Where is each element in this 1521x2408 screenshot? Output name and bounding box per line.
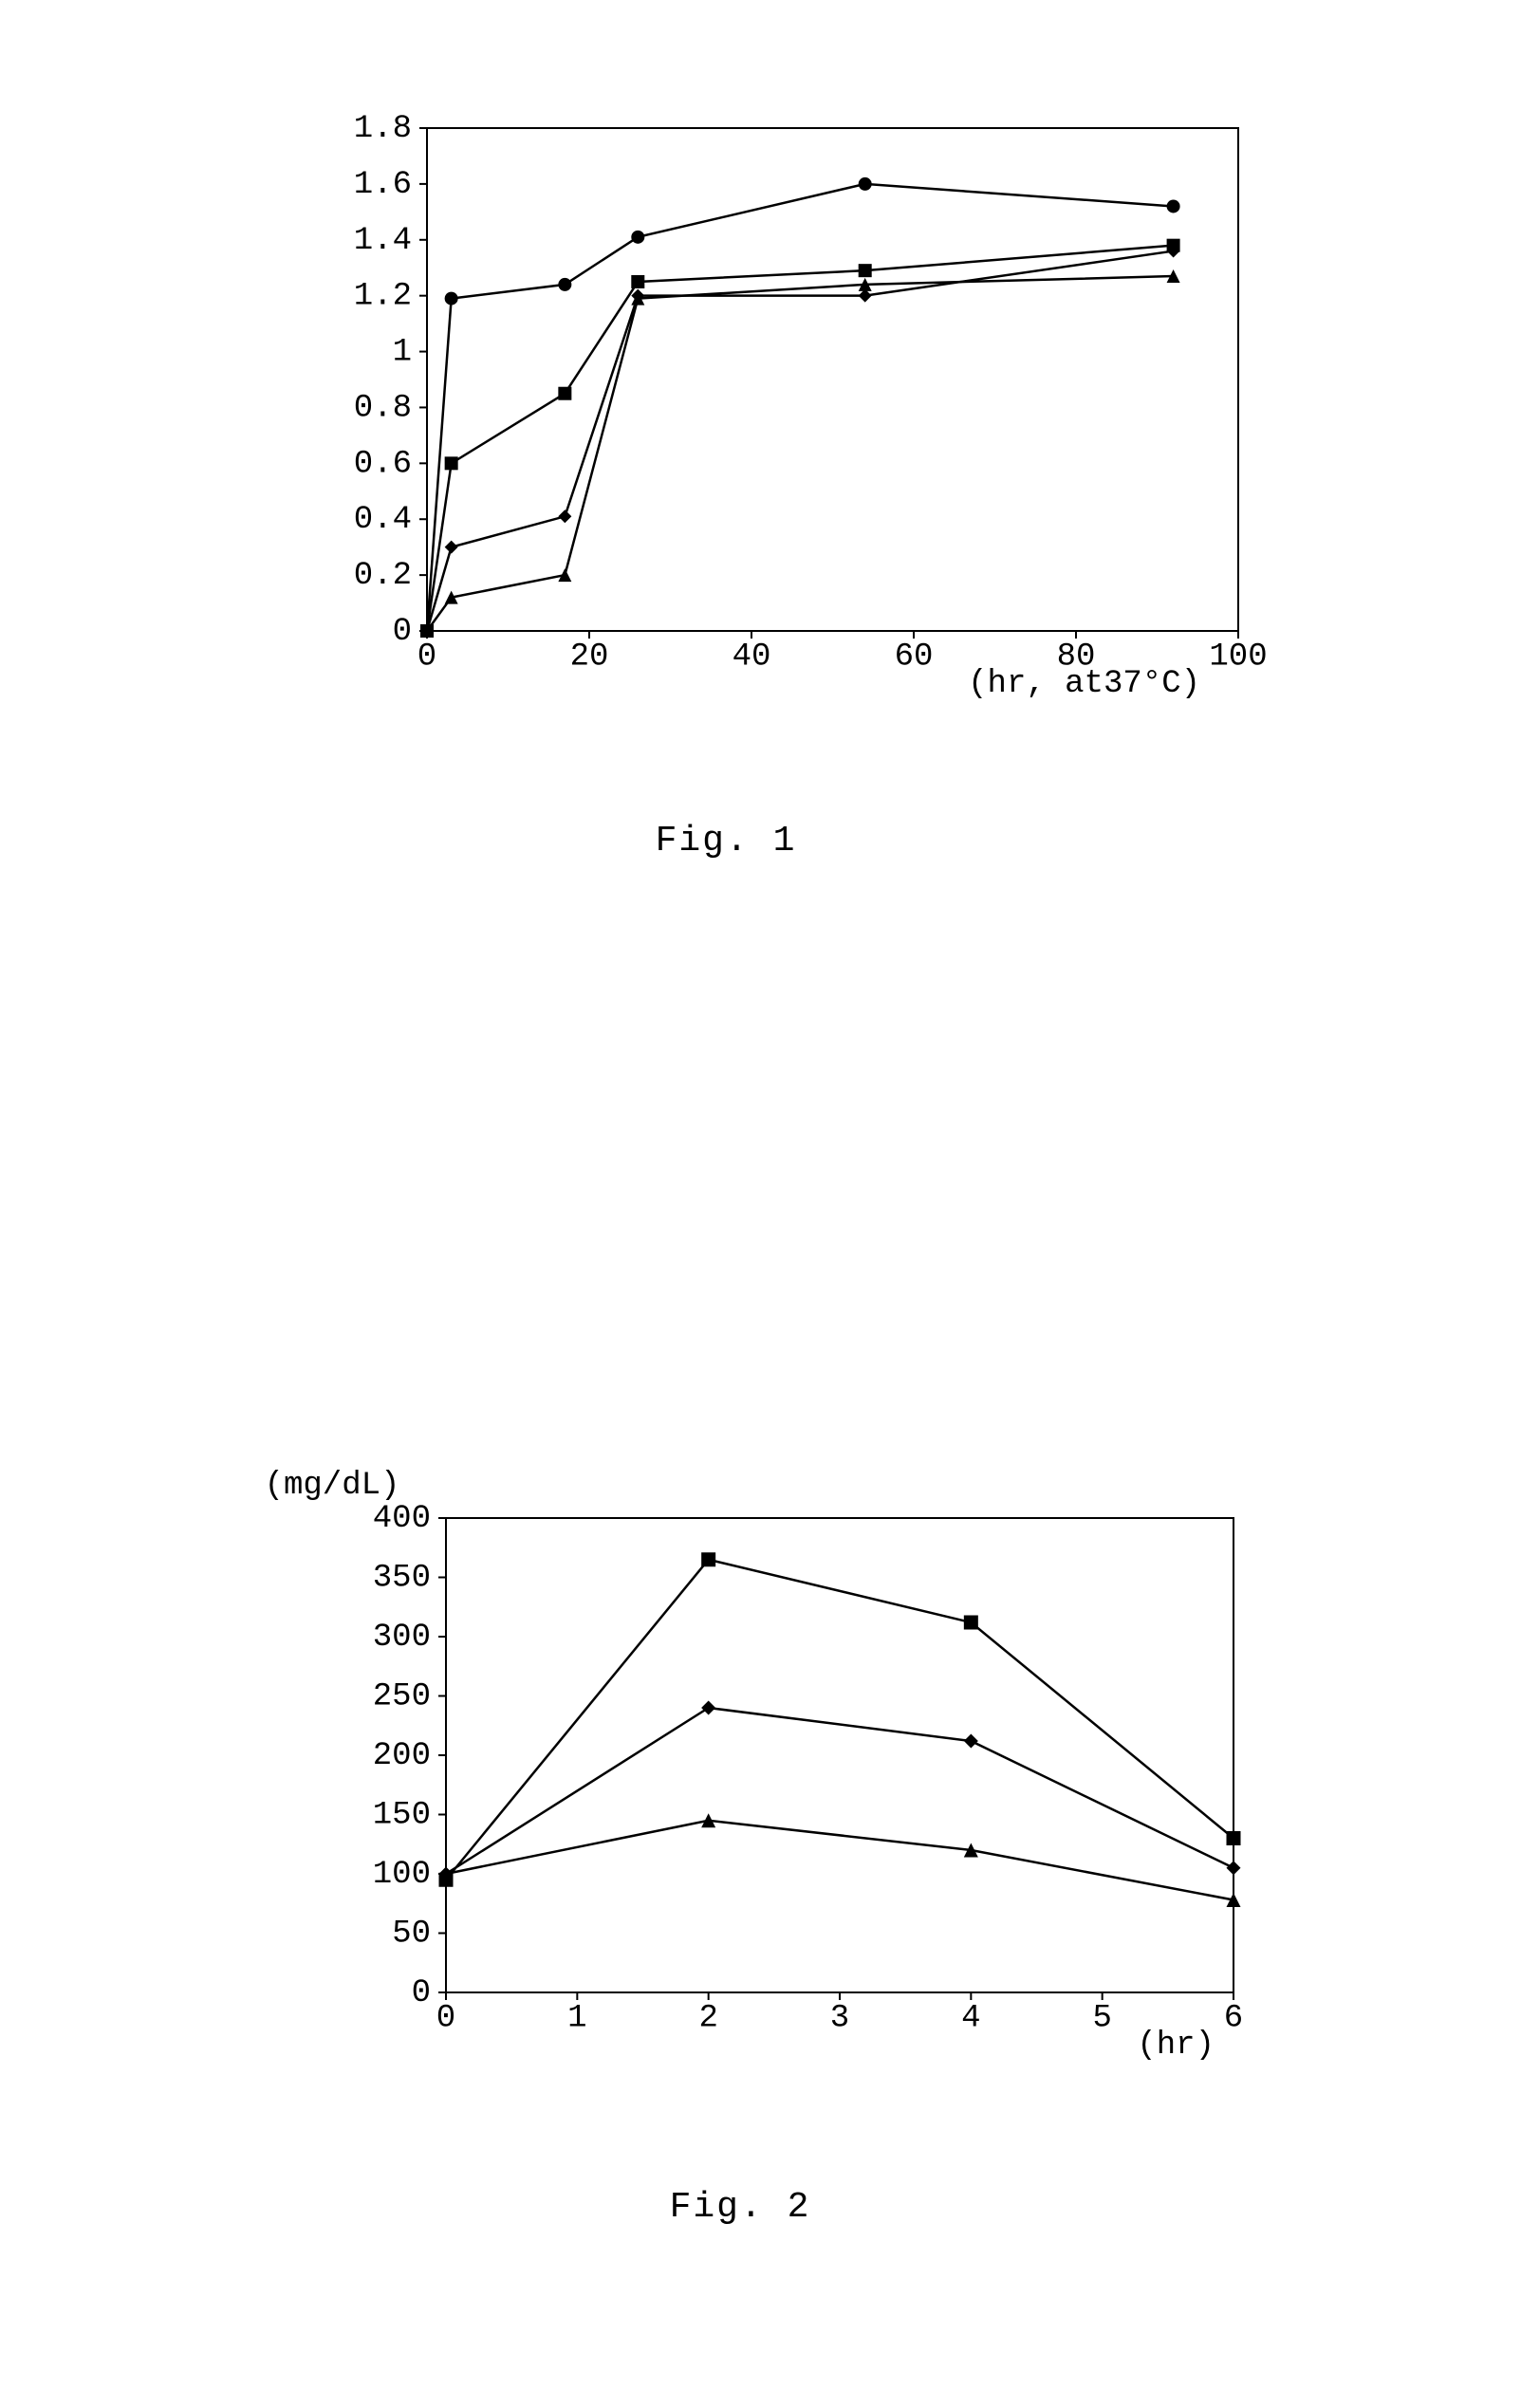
svg-text:350: 350	[373, 1560, 431, 1596]
svg-text:20: 20	[570, 639, 609, 676]
svg-text:0.2: 0.2	[354, 558, 412, 594]
svg-text:1.8: 1.8	[354, 111, 412, 147]
svg-text:0: 0	[412, 1975, 431, 2011]
svg-text:0.8: 0.8	[354, 390, 412, 426]
svg-text:40: 40	[733, 639, 771, 676]
svg-text:400: 400	[373, 1501, 431, 1537]
svg-text:6: 6	[1224, 2001, 1243, 2037]
figure-2-chart: 0 50 100 150 200 250 300 350 400 0 1 2 3 4 5 6(hr) (mg/d…	[133, 1433, 1347, 2154]
svg-text:0: 0	[436, 2001, 455, 2037]
figure-1-caption: Fig. 1	[133, 821, 1319, 861]
svg-text:150: 150	[373, 1797, 431, 1833]
svg-text:1: 1	[393, 335, 412, 371]
svg-text:0: 0	[393, 614, 412, 650]
svg-text:0: 0	[417, 639, 436, 676]
figure-2-caption: Fig. 2	[133, 2187, 1347, 2228]
svg-text:(hr): (hr)	[1137, 2028, 1215, 2064]
svg-text:200: 200	[373, 1738, 431, 1774]
svg-text:100: 100	[373, 1857, 431, 1893]
svg-text:(mg/dL): (mg/dL)	[265, 1468, 400, 1504]
figure-2-block: 0 50 100 150 200 250 300 350 400 0 1 2 3 4 5 6(hr) (mg/d…	[133, 1433, 1347, 2228]
svg-text:1.4: 1.4	[354, 223, 412, 259]
figure-1-block: 00.20.40.60.811.21.41.61.8020406080100(h…	[133, 47, 1319, 861]
svg-text:5: 5	[1092, 2001, 1111, 2037]
figure-1-chart: 00.20.40.60.811.21.41.61.8020406080100(h…	[133, 47, 1319, 787]
svg-text:1: 1	[567, 2001, 586, 2037]
svg-text:60: 60	[895, 639, 934, 676]
svg-text:1.6: 1.6	[354, 167, 412, 203]
svg-text:250: 250	[373, 1678, 431, 1714]
svg-text:2: 2	[698, 2001, 717, 2037]
svg-text:100: 100	[1209, 639, 1267, 676]
svg-text:0.6: 0.6	[354, 446, 412, 482]
svg-text:3: 3	[830, 2001, 849, 2037]
svg-text:1.2: 1.2	[354, 279, 412, 315]
svg-text:0.4: 0.4	[354, 502, 412, 538]
svg-text:(hr, at37°C): (hr, at37°C)	[968, 666, 1200, 702]
svg-text:4: 4	[961, 2001, 980, 2037]
svg-text:300: 300	[373, 1620, 431, 1656]
svg-text:50: 50	[392, 1916, 431, 1952]
